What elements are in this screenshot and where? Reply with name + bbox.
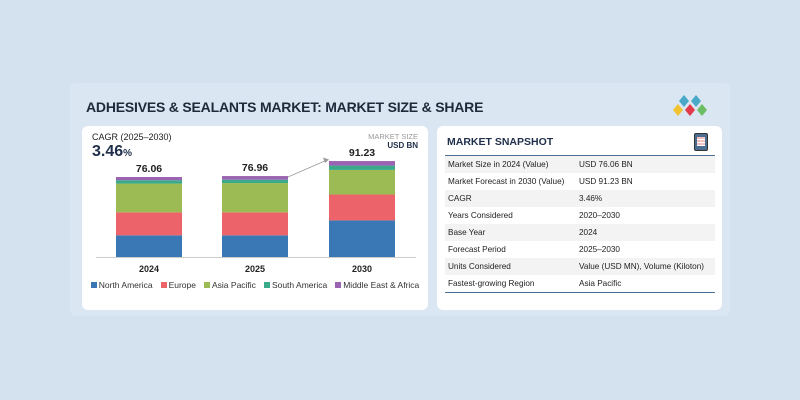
snapshot-value: 2025–2030: [579, 245, 620, 254]
snapshot-value: Value (USD MN), Volume (Kiloton): [579, 262, 704, 271]
snapshot-value: Asia Pacific: [579, 279, 622, 288]
cagr-label: CAGR (2025–2030): [92, 132, 172, 142]
legend-item: North America: [90, 280, 153, 290]
market-snapshot-panel: MARKET SNAPSHOT Market Size in 2024 (Val…: [437, 126, 722, 310]
snapshot-row: Market Size in 2024 (Value) USD 76.06 BN: [445, 155, 715, 173]
bar-segment: [329, 161, 395, 166]
snapshot-key: CAGR: [448, 194, 472, 203]
snapshot-value: 3.46%: [579, 194, 603, 203]
legend-swatch: [90, 282, 97, 288]
growth-arrow: [287, 159, 328, 178]
snapshot-key: Market Size in 2024 (Value): [448, 160, 549, 169]
stacked-bar-chart: 76.06 2024 76.96 2025 91.23 2030: [96, 147, 416, 274]
bar-segment: [222, 183, 288, 213]
snapshot-value: USD 76.06 BN: [579, 160, 633, 169]
snapshot-title: MARKET SNAPSHOT: [447, 136, 554, 148]
snapshot-key: Base Year: [448, 228, 486, 237]
legend-item: Middle East & Africa: [335, 280, 419, 290]
brand-logo-icon: [673, 95, 707, 116]
arrow-head-icon: [323, 157, 329, 164]
market-size-unit: USD BN: [387, 141, 418, 150]
bar-segment: [329, 165, 395, 170]
snapshot-row: CAGR 3.46%: [445, 190, 715, 207]
legend-swatch: [335, 282, 342, 288]
bar-segment: [222, 176, 288, 180]
snapshot-row: Years Considered 2020–2030: [445, 207, 715, 224]
bar-segment: [329, 194, 395, 221]
snapshot-value: USD 91.23 BN: [579, 177, 633, 186]
bar-segment: [222, 179, 288, 184]
market-size-label: MARKET SIZE: [368, 132, 418, 141]
bar-segment: [222, 235, 288, 257]
x-tick-label: 2025: [245, 264, 265, 274]
x-tick-label: 2024: [139, 264, 159, 274]
snapshot-row: Forecast Period 2025–2030: [445, 241, 715, 258]
bar-segment: [329, 169, 395, 195]
snapshot-row: Market Forecast in 2030 (Value) USD 91.23…: [445, 173, 715, 190]
legend-label: Europe: [168, 280, 196, 290]
snapshot-row: Fastest-growing Region Asia Pacific: [445, 275, 715, 293]
infographic-card: ADHESIVES & SEALANTS MARKET: MARKET SIZE…: [70, 83, 730, 316]
bar-total-label: 91.23: [349, 147, 375, 159]
snapshot-key: Years Considered: [448, 211, 513, 220]
snapshot-key: Fastest-growing Region: [448, 279, 535, 288]
snapshot-value: 2024: [579, 228, 598, 237]
bar-segment: [116, 180, 182, 184]
bar-segment: [116, 183, 182, 213]
snapshot-table: Market Size in 2024 (Value) USD 76.06 BN M…: [445, 155, 715, 293]
legend-swatch: [204, 282, 210, 288]
bar-total-label: 76.96: [242, 162, 268, 174]
bar-total-label: 76.06: [136, 163, 162, 175]
page-title: ADHESIVES & SEALANTS MARKET: MARKET SIZE…: [86, 99, 484, 115]
bar-segment: [116, 235, 182, 257]
legend-label: South America: [271, 280, 328, 290]
bar-segment: [222, 212, 288, 236]
snapshot-key: Units Considered: [448, 262, 511, 271]
chart-legend: North America Europe Asia Pacific South Ame…: [82, 280, 428, 290]
x-tick-label: 2030: [352, 264, 372, 274]
legend-item: Asia Pacific: [204, 280, 256, 290]
report-icon: [694, 133, 708, 151]
legend-label: North America: [98, 280, 153, 290]
cagr-value: 3.46%: [92, 143, 133, 160]
snapshot-key: Forecast Period: [448, 245, 506, 254]
snapshot-row: Units Considered Value (USD MN), Volume (…: [445, 258, 715, 275]
snapshot-key: Market Forecast in 2030 (Value): [448, 177, 565, 186]
bar-segment: [116, 177, 182, 181]
snapshot-value: 2020–2030: [579, 211, 620, 220]
legend-swatch: [160, 282, 167, 288]
legend-item: Europe: [160, 280, 196, 290]
market-size-chart-panel: CAGR (2025–2030) 3.46% MARKET SIZE USD B…: [82, 126, 428, 310]
bar-segment: [329, 220, 395, 257]
legend-label: Middle East & Africa: [343, 280, 420, 290]
legend-swatch: [263, 282, 270, 288]
snapshot-row: Base Year 2024: [445, 224, 715, 241]
legend-label: Asia Pacific: [212, 280, 256, 290]
bar-segment: [116, 212, 182, 236]
legend-item: South America: [263, 280, 328, 290]
